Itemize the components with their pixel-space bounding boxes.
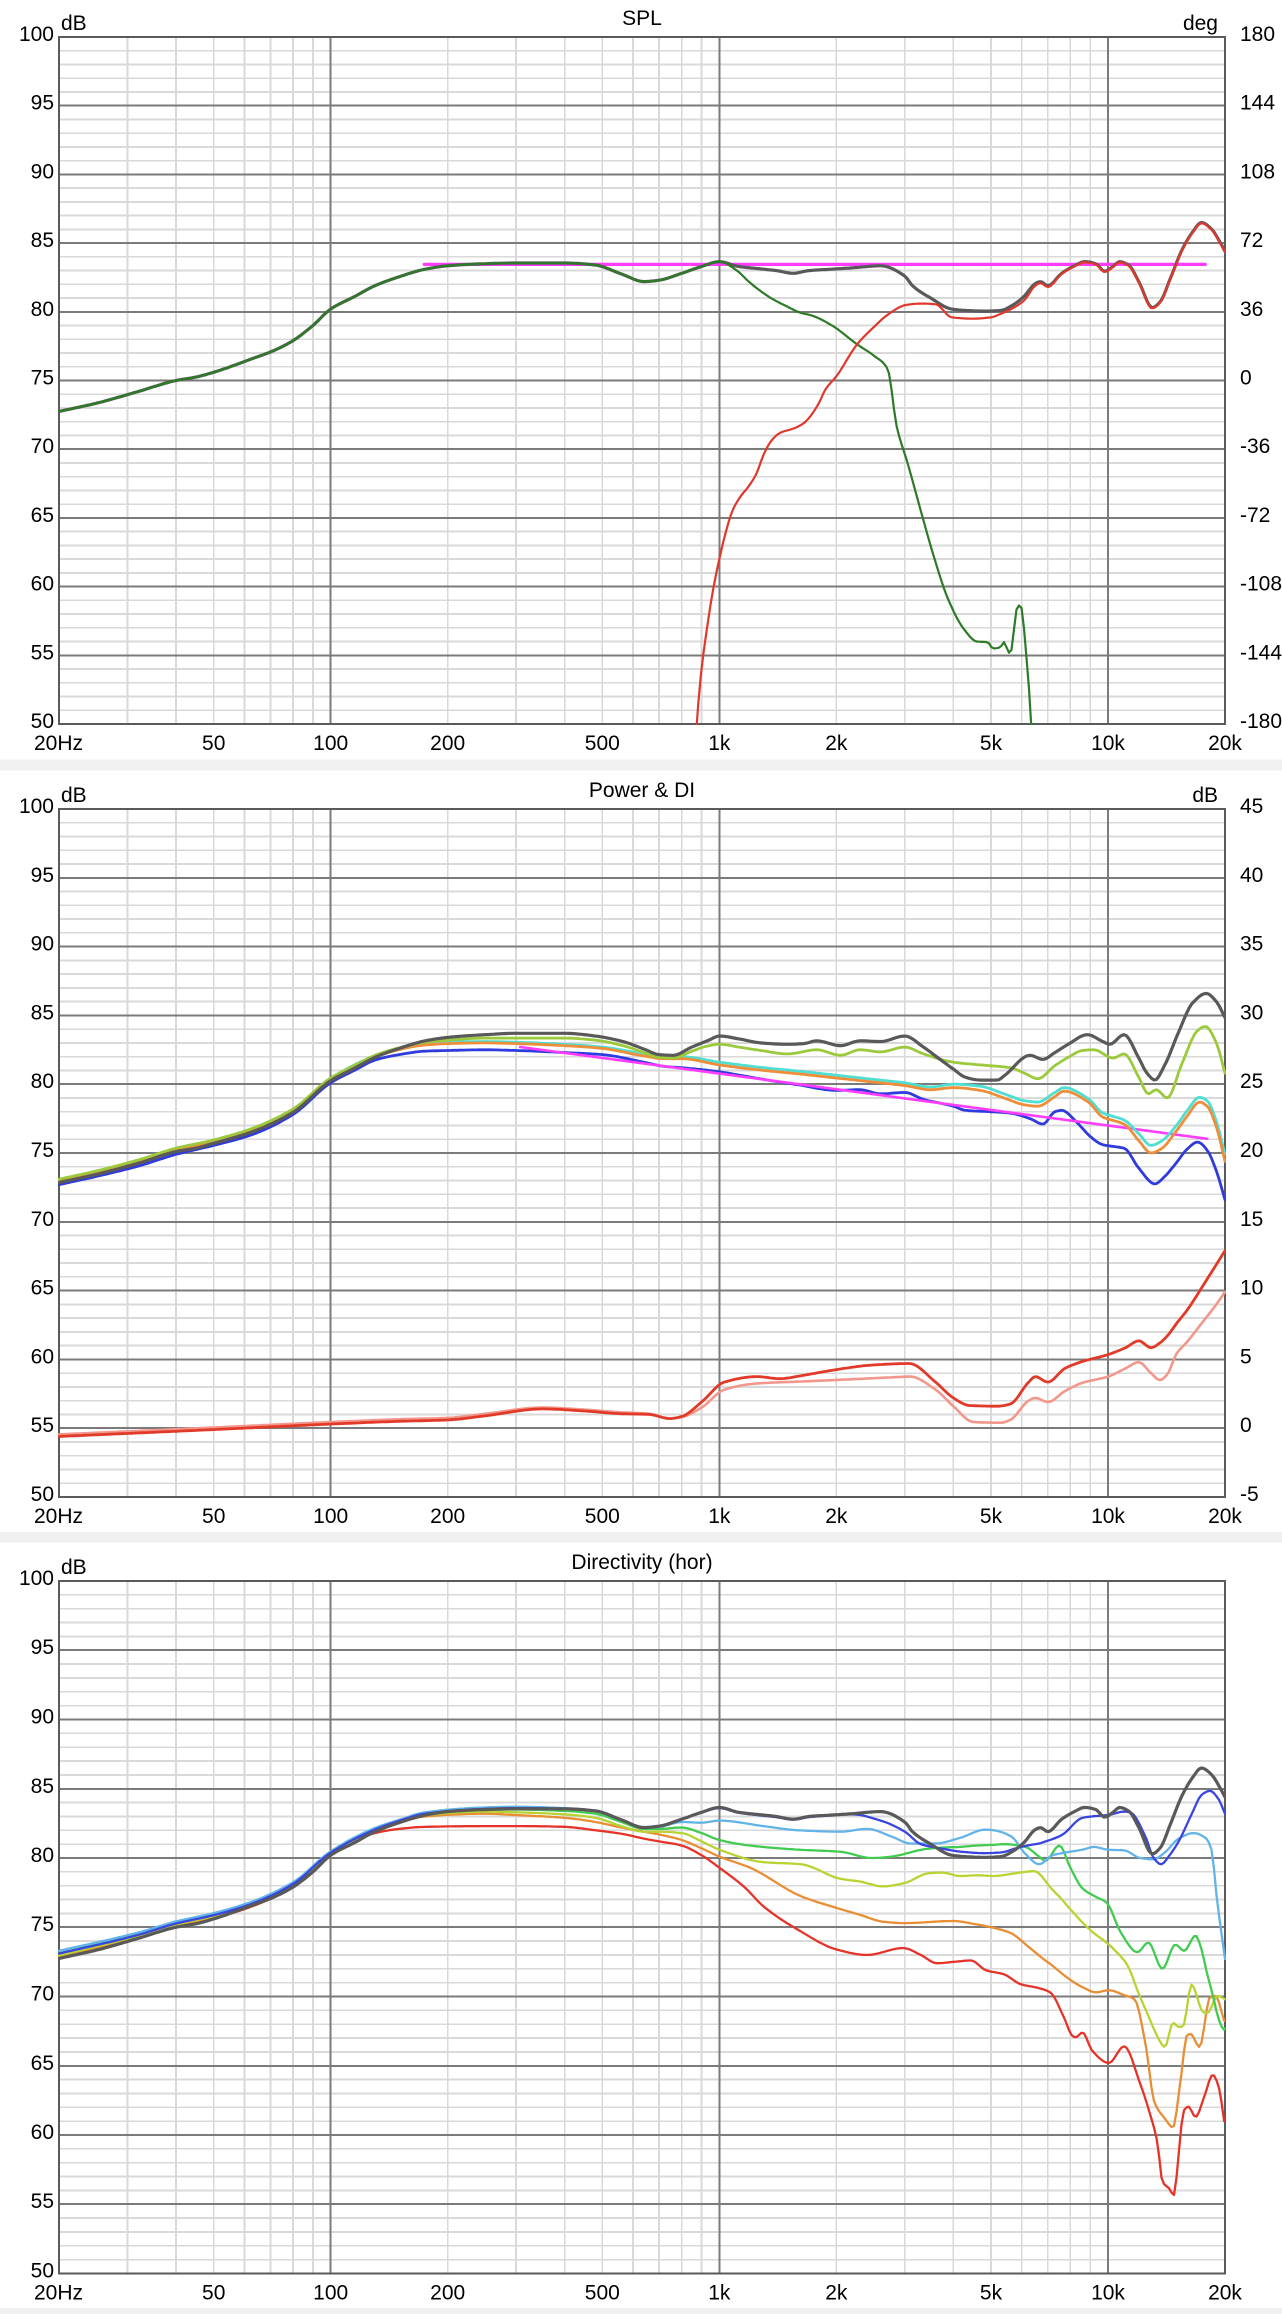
svg-text:108: 108 bbox=[1240, 160, 1275, 183]
svg-text:85: 85 bbox=[31, 1775, 54, 1798]
svg-text:1k: 1k bbox=[708, 732, 731, 755]
svg-text:20k: 20k bbox=[1208, 1505, 1242, 1528]
svg-text:50: 50 bbox=[202, 1505, 225, 1528]
svg-text:dB: dB bbox=[61, 784, 87, 807]
svg-text:85: 85 bbox=[31, 1001, 54, 1024]
svg-text:65: 65 bbox=[31, 1277, 54, 1300]
svg-text:dB: dB bbox=[61, 1556, 87, 1579]
svg-text:200: 200 bbox=[430, 2282, 465, 2305]
svg-text:45: 45 bbox=[1240, 795, 1263, 818]
svg-text:500: 500 bbox=[585, 732, 620, 755]
svg-text:20Hz: 20Hz bbox=[34, 732, 83, 755]
svg-text:deg: deg bbox=[1183, 12, 1218, 35]
svg-text:Power & DI: Power & DI bbox=[589, 779, 695, 802]
svg-text:95: 95 bbox=[31, 92, 54, 115]
svg-text:55: 55 bbox=[31, 1414, 54, 1437]
svg-text:55: 55 bbox=[31, 641, 54, 664]
svg-text:200: 200 bbox=[430, 732, 465, 755]
svg-text:2k: 2k bbox=[825, 732, 848, 755]
svg-text:-144: -144 bbox=[1240, 641, 1282, 664]
svg-text:100: 100 bbox=[19, 23, 54, 46]
svg-text:2k: 2k bbox=[825, 1505, 848, 1528]
svg-text:Directivity (hor): Directivity (hor) bbox=[571, 1551, 712, 1574]
svg-text:5k: 5k bbox=[980, 732, 1003, 755]
svg-text:60: 60 bbox=[31, 573, 54, 596]
svg-text:30: 30 bbox=[1240, 1001, 1263, 1024]
svg-text:85: 85 bbox=[31, 229, 54, 252]
svg-text:-5: -5 bbox=[1240, 1483, 1259, 1506]
svg-text:10k: 10k bbox=[1091, 732, 1125, 755]
svg-text:200: 200 bbox=[430, 1505, 465, 1528]
svg-text:20Hz: 20Hz bbox=[34, 1505, 83, 1528]
svg-text:75: 75 bbox=[31, 1913, 54, 1936]
svg-text:20k: 20k bbox=[1208, 2282, 1242, 2305]
svg-text:20k: 20k bbox=[1208, 732, 1242, 755]
svg-text:80: 80 bbox=[31, 1070, 54, 1093]
svg-text:0: 0 bbox=[1240, 1414, 1252, 1437]
svg-text:SPL: SPL bbox=[622, 7, 662, 30]
svg-text:35: 35 bbox=[1240, 933, 1263, 956]
svg-text:500: 500 bbox=[585, 1505, 620, 1528]
svg-text:-108: -108 bbox=[1240, 573, 1282, 596]
svg-text:72: 72 bbox=[1240, 229, 1263, 252]
svg-text:180: 180 bbox=[1240, 23, 1275, 46]
svg-text:90: 90 bbox=[31, 160, 54, 183]
svg-text:0: 0 bbox=[1240, 367, 1252, 390]
svg-text:80: 80 bbox=[31, 298, 54, 321]
svg-text:144: 144 bbox=[1240, 92, 1275, 115]
svg-text:-72: -72 bbox=[1240, 504, 1270, 527]
svg-text:65: 65 bbox=[31, 2052, 54, 2075]
svg-text:100: 100 bbox=[313, 1505, 348, 1528]
svg-text:50: 50 bbox=[202, 2282, 225, 2305]
svg-text:50: 50 bbox=[31, 2260, 54, 2283]
svg-text:5k: 5k bbox=[980, 2282, 1003, 2305]
svg-text:90: 90 bbox=[31, 933, 54, 956]
svg-text:500: 500 bbox=[585, 2282, 620, 2305]
svg-text:2k: 2k bbox=[825, 2282, 848, 2305]
svg-text:dB: dB bbox=[61, 12, 87, 35]
svg-text:95: 95 bbox=[31, 864, 54, 887]
svg-text:10: 10 bbox=[1240, 1277, 1263, 1300]
svg-text:50: 50 bbox=[31, 710, 54, 733]
svg-text:10k: 10k bbox=[1091, 2282, 1125, 2305]
svg-text:36: 36 bbox=[1240, 298, 1263, 321]
svg-text:80: 80 bbox=[31, 1844, 54, 1867]
svg-text:70: 70 bbox=[31, 1208, 54, 1231]
svg-text:100: 100 bbox=[19, 1567, 54, 1590]
svg-text:-180: -180 bbox=[1240, 710, 1282, 733]
svg-text:70: 70 bbox=[31, 1983, 54, 2006]
svg-text:100: 100 bbox=[19, 795, 54, 818]
svg-text:60: 60 bbox=[31, 1345, 54, 1368]
svg-text:20Hz: 20Hz bbox=[34, 2282, 83, 2305]
svg-text:40: 40 bbox=[1240, 864, 1263, 887]
svg-text:20: 20 bbox=[1240, 1139, 1263, 1162]
svg-text:70: 70 bbox=[31, 435, 54, 458]
svg-text:25: 25 bbox=[1240, 1070, 1263, 1093]
svg-text:5k: 5k bbox=[980, 1505, 1003, 1528]
svg-text:1k: 1k bbox=[708, 1505, 731, 1528]
svg-text:-36: -36 bbox=[1240, 435, 1270, 458]
svg-text:95: 95 bbox=[31, 1636, 54, 1659]
svg-text:75: 75 bbox=[31, 367, 54, 390]
svg-text:100: 100 bbox=[313, 2282, 348, 2305]
svg-text:1k: 1k bbox=[708, 2282, 731, 2305]
svg-text:75: 75 bbox=[31, 1139, 54, 1162]
svg-text:15: 15 bbox=[1240, 1208, 1263, 1231]
svg-text:55: 55 bbox=[31, 2190, 54, 2213]
svg-text:50: 50 bbox=[31, 1483, 54, 1506]
svg-text:65: 65 bbox=[31, 504, 54, 527]
svg-text:5: 5 bbox=[1240, 1345, 1252, 1368]
svg-text:50: 50 bbox=[202, 732, 225, 755]
svg-text:dB: dB bbox=[1192, 784, 1218, 807]
svg-text:10k: 10k bbox=[1091, 1505, 1125, 1528]
svg-text:60: 60 bbox=[31, 2121, 54, 2144]
svg-text:90: 90 bbox=[31, 1706, 54, 1729]
svg-text:100: 100 bbox=[313, 732, 348, 755]
